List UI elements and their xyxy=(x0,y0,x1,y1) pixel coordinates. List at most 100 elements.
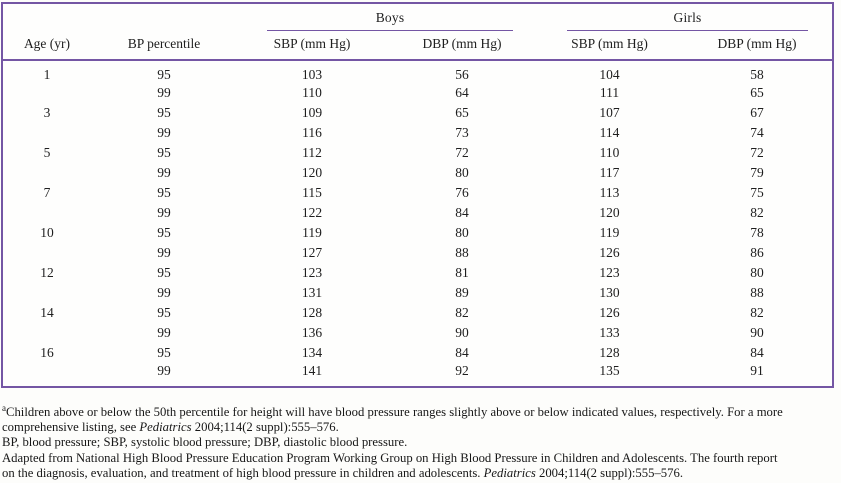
cell-age: 12 xyxy=(40,265,54,280)
cell-girls-sbp: 133 xyxy=(599,325,620,340)
cell-boys-dbp: 90 xyxy=(455,325,469,340)
cell-age xyxy=(3,363,91,386)
table-row: 99 131 89 130 88 xyxy=(3,283,832,303)
cell-girls-sbp: 120 xyxy=(599,205,620,220)
cell-girls-dbp: 72 xyxy=(750,145,764,160)
group-header-boys: Boys xyxy=(237,4,537,31)
cell-boys-sbp: 119 xyxy=(302,225,322,240)
cell-bp-percentile: 99 xyxy=(157,125,171,140)
cell-girls-dbp: 78 xyxy=(750,225,764,240)
cell-girls-sbp: 126 xyxy=(599,245,620,260)
cell-boys-dbp: 84 xyxy=(455,345,469,360)
table-row: 5 95 112 72 110 72 xyxy=(3,143,832,163)
cell-boys-dbp: 80 xyxy=(455,225,469,240)
cell-age xyxy=(3,243,91,263)
cell-girls-dbp: 86 xyxy=(750,245,764,260)
data-table: Boys Girls Age (yr) BP percentile SBP (m… xyxy=(3,4,832,386)
cell-bp-percentile: 99 xyxy=(157,363,171,378)
cell-boys-dbp: 72 xyxy=(455,145,469,160)
cell-girls-dbp: 74 xyxy=(750,125,764,140)
footnote-line: Adapted from National High Blood Pressur… xyxy=(2,450,778,465)
table-row: 99 136 90 133 90 xyxy=(3,323,832,343)
col-header-girls-dbp: DBP (mm Hg) xyxy=(717,36,797,51)
cell-bp-percentile: 95 xyxy=(157,185,171,200)
cell-bp-percentile: 95 xyxy=(157,305,171,320)
girls-spanner-rule: Girls xyxy=(567,10,808,31)
bp-percentile-table: Boys Girls Age (yr) BP percentile SBP (m… xyxy=(1,2,834,388)
cell-bp-percentile: 95 xyxy=(157,145,171,160)
cell-girls-sbp: 107 xyxy=(599,105,620,120)
footnotes: aChildren above or below the 50th percen… xyxy=(2,403,840,481)
cell-age: 10 xyxy=(40,225,54,240)
cell-age: 7 xyxy=(43,185,51,200)
table-row: 3 95 109 65 107 67 xyxy=(3,103,832,123)
cell-age xyxy=(3,83,91,103)
table-row: 99 116 73 114 74 xyxy=(3,123,832,143)
cell-girls-dbp: 67 xyxy=(750,105,764,120)
cell-bp-percentile: 99 xyxy=(157,165,171,180)
cell-age: 3 xyxy=(43,105,51,120)
cell-girls-sbp: 110 xyxy=(599,145,620,160)
table-body: 1 95 103 56 104 58 99 110 64 111 65 3 95 109 65 107 67 99… xyxy=(3,60,832,386)
cell-girls-dbp: 79 xyxy=(750,165,764,180)
boys-group-label: Boys xyxy=(375,10,405,25)
cell-girls-sbp: 123 xyxy=(599,265,620,280)
cell-boys-sbp: 134 xyxy=(301,345,323,360)
cell-girls-sbp: 104 xyxy=(599,67,620,82)
col-header-girls-sbp: SBP (mm Hg) xyxy=(571,36,648,51)
cell-bp-percentile: 99 xyxy=(157,85,171,100)
cell-girls-dbp: 88 xyxy=(750,285,764,300)
footnote-line: on the diagnosis, evaluation, and treatm… xyxy=(2,465,684,480)
cell-boys-sbp: 110 xyxy=(302,85,322,100)
group-header-spacer xyxy=(3,4,237,31)
cell-boys-sbp: 136 xyxy=(301,325,323,340)
table-row: 12 95 123 81 123 80 xyxy=(3,263,832,283)
table-row: 14 95 128 82 126 82 xyxy=(3,303,832,323)
cell-girls-sbp: 114 xyxy=(599,125,620,140)
table-row: 16 95 134 84 128 84 xyxy=(3,343,832,363)
col-header-bp-percentile: BP percentile xyxy=(127,36,201,51)
cell-boys-dbp: 82 xyxy=(455,305,469,320)
footnote-line: comprehensive listing, see Pediatrics 20… xyxy=(2,420,339,435)
cell-girls-sbp: 126 xyxy=(599,305,620,320)
cell-girls-sbp: 128 xyxy=(599,345,620,360)
cell-girls-sbp: 117 xyxy=(599,165,620,180)
cell-boys-sbp: 131 xyxy=(301,285,323,300)
table-header: Boys Girls Age (yr) BP percentile SBP (m… xyxy=(3,4,832,60)
cell-boys-dbp: 89 xyxy=(455,285,469,300)
group-header-row: Boys Girls xyxy=(3,4,832,31)
footnote-line: BP, blood pressure; SBP, systolic blood … xyxy=(2,435,408,450)
cell-bp-percentile: 99 xyxy=(157,205,171,220)
cell-age xyxy=(3,283,91,303)
cell-age xyxy=(3,203,91,223)
table-row: 99 120 80 117 79 xyxy=(3,163,832,183)
cell-age xyxy=(3,123,91,143)
cell-bp-percentile: 95 xyxy=(157,265,171,280)
table-row: 99 141 92 135 91 xyxy=(3,363,832,386)
cell-boys-dbp: 64 xyxy=(455,85,469,100)
cell-boys-sbp: 103 xyxy=(301,67,323,82)
cell-girls-dbp: 91 xyxy=(750,363,764,378)
cell-boys-dbp: 80 xyxy=(455,165,469,180)
cell-boys-sbp: 123 xyxy=(301,265,323,280)
cell-boys-dbp: 65 xyxy=(455,105,469,120)
cell-boys-sbp: 141 xyxy=(301,363,323,378)
girls-group-label: Girls xyxy=(673,10,702,25)
group-header-girls: Girls xyxy=(537,4,832,31)
cell-girls-dbp: 84 xyxy=(750,345,764,360)
cell-boys-sbp: 122 xyxy=(301,205,323,220)
cell-bp-percentile: 95 xyxy=(157,225,171,240)
boys-spanner-rule: Boys xyxy=(267,10,513,31)
cell-bp-percentile: 95 xyxy=(157,345,171,360)
cell-girls-dbp: 65 xyxy=(750,85,764,100)
table-row: 7 95 115 76 113 75 xyxy=(3,183,832,203)
cell-girls-sbp: 135 xyxy=(599,363,620,378)
cell-boys-dbp: 76 xyxy=(455,185,469,200)
cell-girls-dbp: 80 xyxy=(750,265,764,280)
cell-bp-percentile: 99 xyxy=(157,285,171,300)
cell-boys-dbp: 92 xyxy=(455,363,469,378)
cell-girls-dbp: 58 xyxy=(750,67,764,82)
cell-boys-sbp: 109 xyxy=(301,105,323,120)
cell-bp-percentile: 95 xyxy=(157,67,171,82)
cell-girls-sbp: 130 xyxy=(599,285,620,300)
